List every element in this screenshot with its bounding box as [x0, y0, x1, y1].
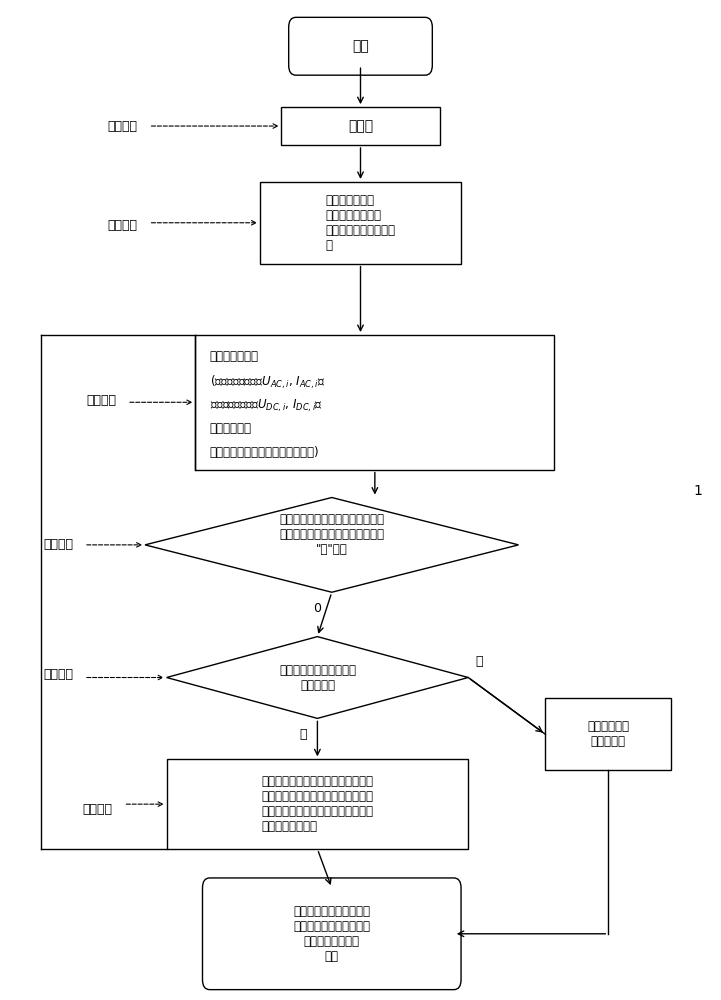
Text: 储能已成功或开关已传动到位的硬
接点信号、相应的软接点信号进行
"与"运算: 储能已成功或开关已传动到位的硬 接点信号、相应的软接点信号进行 "与"运算: [279, 513, 384, 556]
Bar: [195, 335, 554, 470]
Text: 第三步：: 第三步：: [87, 394, 116, 407]
Text: 1: 1: [694, 484, 702, 498]
FancyBboxPatch shape: [260, 182, 461, 264]
Bar: [546, 698, 671, 770]
Text: 硬接点信号与软接点信号
是否统一？: 硬接点信号与软接点信号 是否统一？: [279, 664, 356, 692]
Text: 第一步：: 第一步：: [108, 120, 138, 133]
Polygon shape: [167, 637, 468, 718]
FancyBboxPatch shape: [281, 107, 440, 145]
Bar: [167, 759, 468, 849]
Text: 计算出当前动触点的位置，根据规定
的传动电机的运动曲线和交流电电气
量，计算出此时的传动电机的整流电
源的触发角并输出: 计算出当前动触点的位置，根据规定 的传动电机的运动曲线和交流电电气 量，计算出此…: [262, 775, 373, 833]
Text: 实时信号的采集: 实时信号的采集: [210, 350, 259, 363]
Text: 储能位置或开关位置等硬接点信号): 储能位置或开关位置等硬接点信号): [210, 446, 319, 459]
FancyBboxPatch shape: [288, 17, 433, 75]
Text: 配置文件导入；
历史数据的导入；
传动电机运动曲线的拟
合: 配置文件导入； 历史数据的导入； 传动电机运动曲线的拟 合: [325, 194, 396, 252]
Text: 开始: 开始: [352, 39, 369, 53]
Text: 否: 否: [475, 655, 483, 668]
Text: 初始化: 初始化: [348, 119, 373, 133]
Text: 第五步：: 第五步：: [43, 668, 74, 681]
Text: 是: 是: [299, 728, 307, 741]
Text: 第六步：: 第六步：: [83, 803, 112, 816]
Text: 电机的转速；: 电机的转速；: [210, 422, 252, 435]
Text: 第四步：: 第四步：: [43, 538, 74, 551]
Text: 第二步：: 第二步：: [108, 219, 138, 232]
Polygon shape: [145, 498, 518, 592]
Text: 直流电压和电流：$U_{DC,i}$, $I_{DC,i}$；: 直流电压和电流：$U_{DC,i}$, $I_{DC,i}$；: [210, 398, 322, 414]
Text: 0: 0: [314, 602, 322, 615]
FancyBboxPatch shape: [203, 878, 461, 990]
Text: (交流电压和电流：$U_{AC,i}$, $I_{AC,i}$；: (交流电压和电流：$U_{AC,i}$, $I_{AC,i}$；: [210, 374, 325, 391]
Text: 软报文和硬接
点信号输出: 软报文和硬接 点信号输出: [588, 720, 629, 748]
Text: 整个操作过程的数据按照
成功操作过程和失败操作
过程分类并入库；
结束: 整个操作过程的数据按照 成功操作过程和失败操作 过程分类并入库； 结束: [293, 905, 371, 963]
